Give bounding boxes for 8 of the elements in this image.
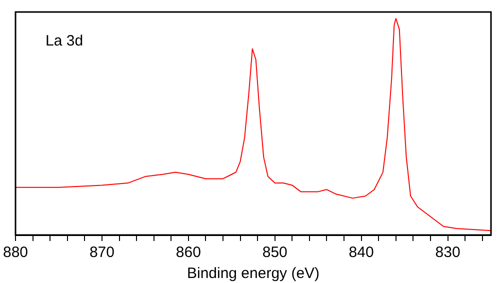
x-tick-label: 850 bbox=[262, 244, 288, 262]
x-axis-title: Binding energy (eV) bbox=[186, 265, 320, 282]
x-tick-label: 860 bbox=[176, 244, 201, 262]
x-tick-label: 880 bbox=[3, 244, 28, 262]
x-tick-label: 870 bbox=[89, 244, 114, 262]
annotation: La 3d bbox=[46, 32, 84, 50]
x-tick-label: 840 bbox=[348, 244, 374, 262]
x-tick-label: 830 bbox=[435, 244, 460, 262]
